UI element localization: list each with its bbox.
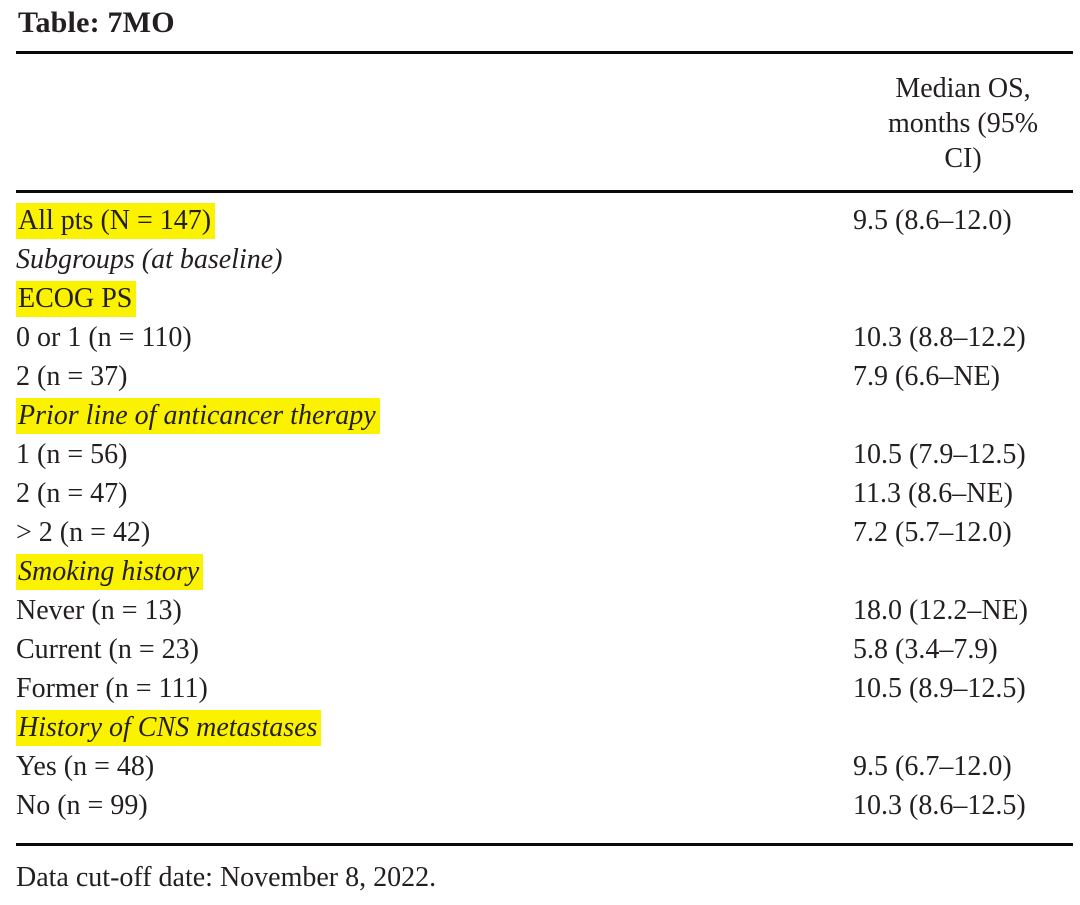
table-row: Subgroups (at baseline) xyxy=(16,240,1073,279)
table-row: Never (n = 13) 18.0 (12.2–NE) xyxy=(16,591,1073,630)
row-label-cell: All pts (N = 147) xyxy=(16,201,853,240)
highlighted-row-label: Prior line of anticancer therapy xyxy=(16,398,380,434)
row-label-cell: Yes (n = 48) xyxy=(16,747,853,786)
row-label-cell: 0 or 1 (n = 110) xyxy=(16,318,853,357)
table-row: Yes (n = 48) 9.5 (6.7–12.0) xyxy=(16,747,1073,786)
row-label-cell: > 2 (n = 42) xyxy=(16,513,853,552)
highlighted-row-label: ECOG PS xyxy=(16,281,137,317)
row-label: Yes (n = 48) xyxy=(16,751,155,782)
col-header-median-os: Median OS, months (95% CI) xyxy=(887,73,1039,174)
row-value: 10.5 (8.9–12.5) xyxy=(853,673,1026,704)
row-value: 10.5 (7.9–12.5) xyxy=(853,439,1026,470)
row-value: 10.3 (8.8–12.2) xyxy=(853,322,1026,353)
table-row: 2 (n = 37) 7.9 (6.6–NE) xyxy=(16,357,1073,396)
row-label-cell: 2 (n = 37) xyxy=(16,357,853,396)
table-row: 1 (n = 56) 10.5 (7.9–12.5) xyxy=(16,435,1073,474)
row-value: 18.0 (12.2–NE) xyxy=(853,595,1028,626)
row-value: 11.3 (8.6–NE) xyxy=(853,478,1013,509)
row-label: Current (n = 23) xyxy=(16,634,199,665)
row-label: 2 (n = 37) xyxy=(16,361,128,392)
row-label: Never (n = 13) xyxy=(16,595,182,626)
row-label-cell: Prior line of anticancer therapy xyxy=(16,396,853,435)
row-label-cell: Smoking history xyxy=(16,552,853,591)
row-label-cell: 1 (n = 56) xyxy=(16,435,853,474)
row-label: 2 (n = 47) xyxy=(16,478,128,509)
table-row: No (n = 99) 10.3 (8.6–12.5) xyxy=(16,786,1073,825)
table-footnote: Data cut-off date: November 8, 2022. xyxy=(16,862,437,893)
row-value: 7.2 (5.7–12.0) xyxy=(853,517,1012,548)
table-bottom-rule xyxy=(16,843,1073,846)
row-label: Subgroups (at baseline) xyxy=(16,244,283,275)
row-label: 1 (n = 56) xyxy=(16,439,128,470)
highlighted-row-label: Smoking history xyxy=(16,554,204,590)
table-top-rule xyxy=(16,51,1073,54)
row-label-cell: ECOG PS xyxy=(16,279,853,318)
highlighted-row-label: History of CNS metastases xyxy=(16,710,322,746)
table-body: All pts (N = 147) 9.5 (8.6–12.0) Subgroups… xyxy=(16,193,1073,843)
row-label-cell: 2 (n = 47) xyxy=(16,474,853,513)
table-row: 2 (n = 47) 11.3 (8.6–NE) xyxy=(16,474,1073,513)
row-label: Former (n = 111) xyxy=(16,673,208,704)
table-row: 0 or 1 (n = 110) 10.3 (8.8–12.2) xyxy=(16,318,1073,357)
row-value: 9.5 (8.6–12.0) xyxy=(853,205,1012,236)
row-label: 0 or 1 (n = 110) xyxy=(16,322,192,353)
table-header-rule xyxy=(16,190,1073,193)
row-value: 10.3 (8.6–12.5) xyxy=(853,790,1026,821)
paper-table-figure: Table: 7MO Median OS, months (95% CI) Al… xyxy=(0,4,1080,896)
table-row: ECOG PS xyxy=(16,279,1073,318)
row-value: 5.8 (3.4–7.9) xyxy=(853,634,998,665)
row-label: > 2 (n = 42) xyxy=(16,517,151,548)
row-label-cell: History of CNS metastases xyxy=(16,708,853,747)
row-label-cell: Subgroups (at baseline) xyxy=(16,240,853,279)
row-label: No (n = 99) xyxy=(16,790,148,821)
table-row: Former (n = 111) 10.5 (8.9–12.5) xyxy=(16,669,1073,708)
table-row: Prior line of anticancer therapy xyxy=(16,396,1073,435)
highlighted-row-label: All pts (N = 147) xyxy=(16,203,216,239)
table-header-row: Median OS, months (95% CI) xyxy=(16,54,1073,190)
row-label-cell: Never (n = 13) xyxy=(16,591,853,630)
row-label-cell: Current (n = 23) xyxy=(16,630,853,669)
table-title: Table: 7MO xyxy=(18,6,175,39)
table-row: All pts (N = 147) 9.5 (8.6–12.0) xyxy=(16,201,1073,240)
table-row: Smoking history xyxy=(16,552,1073,591)
table-row: > 2 (n = 42) 7.2 (5.7–12.0) xyxy=(16,513,1073,552)
table-row: Current (n = 23) 5.8 (3.4–7.9) xyxy=(16,630,1073,669)
row-label-cell: Former (n = 111) xyxy=(16,669,853,708)
row-label-cell: No (n = 99) xyxy=(16,786,853,825)
row-value: 7.9 (6.6–NE) xyxy=(853,361,1000,392)
table-row: History of CNS metastases xyxy=(16,708,1073,747)
row-value: 9.5 (6.7–12.0) xyxy=(853,751,1012,782)
